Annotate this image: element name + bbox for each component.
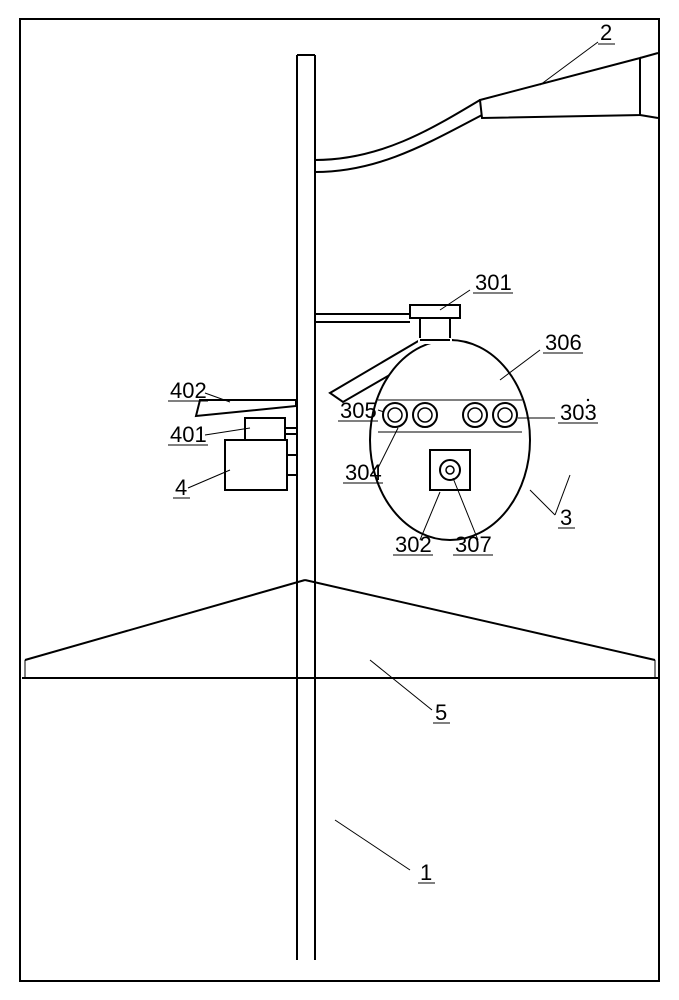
frame <box>20 19 659 981</box>
sensor-1 <box>383 403 407 427</box>
label-4: 4 <box>175 475 187 500</box>
pole <box>297 55 315 960</box>
left-unit <box>196 400 297 490</box>
label-304: 304 <box>345 460 382 485</box>
label-305: 305 <box>340 398 377 423</box>
sensor-2 <box>413 403 437 427</box>
label-306: 306 <box>545 330 582 355</box>
dome-camera <box>370 340 530 540</box>
awning <box>22 580 658 678</box>
label-5: 5 <box>435 700 447 725</box>
technical-diagram: 1 2 3 301 302 303 304 305 306 307 4 401 … <box>0 0 679 1000</box>
label-303: 303 <box>560 400 597 425</box>
label-301: 301 <box>475 270 512 295</box>
label-302: 302 <box>395 532 432 557</box>
label-3: 3 <box>560 505 572 530</box>
label-401: 401 <box>170 422 207 447</box>
lamp <box>315 53 658 172</box>
camera-arm <box>315 305 460 340</box>
label-2: 2 <box>600 20 612 45</box>
label-1: 1 <box>420 860 432 885</box>
sensor-3 <box>463 403 487 427</box>
label-307: 307 <box>455 532 492 557</box>
label-402: 402 <box>170 378 207 403</box>
sensor-4 <box>493 403 517 427</box>
